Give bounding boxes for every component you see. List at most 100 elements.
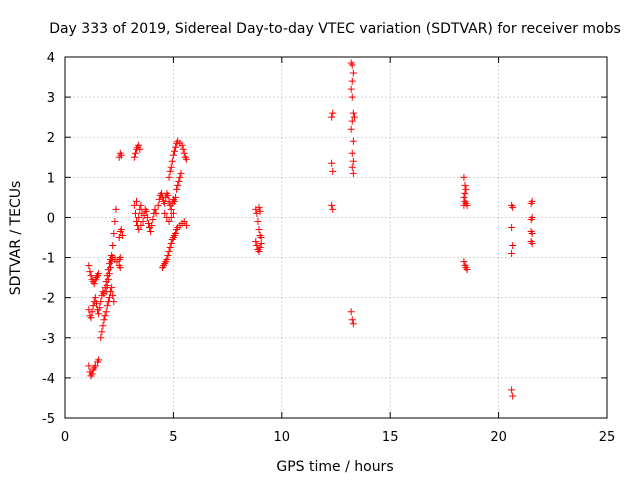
data-point [178, 141, 186, 149]
data-points [85, 59, 536, 400]
data-point [133, 217, 141, 225]
data-point [164, 191, 172, 199]
y-tick-label: 1 [47, 171, 55, 186]
plot-frame [64, 56, 608, 419]
data-point [136, 145, 144, 153]
data-point [95, 356, 103, 364]
data-point [154, 201, 162, 209]
data-point [92, 300, 100, 308]
data-point [257, 234, 265, 241]
data-point [135, 213, 143, 221]
data-point [112, 205, 120, 213]
data-point [509, 392, 517, 400]
data-point [116, 254, 124, 262]
x-tick-label: 25 [599, 430, 616, 445]
data-point [180, 217, 188, 225]
data-point [148, 221, 156, 229]
data-point [179, 145, 187, 153]
data-point [349, 169, 357, 177]
data-point [169, 151, 177, 159]
data-point [101, 312, 109, 320]
data-point [100, 316, 108, 324]
data-point [152, 209, 160, 217]
data-point [103, 282, 111, 290]
data-point [107, 264, 115, 272]
data-point [175, 177, 183, 185]
data-point [133, 197, 141, 205]
y-tick-label: 3 [47, 91, 55, 106]
data-point [91, 362, 99, 370]
data-point [117, 225, 125, 233]
data-point [170, 147, 178, 155]
y-tick-label: 2 [47, 131, 55, 146]
data-point [170, 197, 178, 205]
data-point [96, 304, 104, 312]
data-point [97, 298, 105, 306]
data-point [143, 213, 151, 221]
data-point [349, 320, 357, 328]
data-point [166, 167, 174, 175]
data-point [163, 256, 171, 264]
data-point [169, 209, 177, 217]
data-point [460, 173, 468, 181]
data-point [142, 207, 150, 215]
data-point [509, 242, 517, 250]
data-point [98, 328, 106, 336]
grid [65, 57, 607, 418]
data-point [347, 125, 355, 133]
x-tick-label: 20 [490, 430, 507, 445]
data-point [102, 308, 110, 316]
data-point [461, 181, 469, 189]
data-point [110, 298, 118, 306]
data-point [166, 244, 174, 252]
data-point [463, 266, 471, 274]
data-point [172, 143, 180, 151]
data-point [172, 193, 180, 201]
data-point [130, 201, 138, 209]
y-tick-label: 4 [47, 51, 55, 66]
data-point [348, 61, 356, 69]
x-tick-label: 15 [382, 430, 399, 445]
data-point [349, 69, 357, 77]
data-point [139, 217, 147, 225]
data-point [95, 310, 103, 318]
data-point [103, 302, 111, 310]
data-point [180, 149, 188, 157]
data-point [151, 205, 159, 213]
data-point [173, 185, 181, 193]
data-point [167, 240, 175, 248]
data-point [86, 268, 94, 276]
x-tick-label: 10 [274, 430, 291, 445]
data-point [460, 193, 468, 201]
data-point [95, 270, 103, 278]
y-tick-label: -1 [42, 252, 55, 267]
data-point [182, 221, 190, 229]
data-point [349, 109, 357, 117]
data-point [149, 215, 157, 223]
data-point [135, 141, 143, 149]
data-point [111, 217, 119, 225]
data-point [88, 308, 96, 316]
x-tick-label: 0 [61, 430, 69, 445]
data-point [460, 258, 468, 266]
data-point [130, 153, 138, 161]
data-point [347, 85, 355, 93]
data-point [174, 181, 182, 189]
data-point [460, 201, 468, 209]
data-point [91, 294, 99, 302]
data-point [255, 225, 263, 233]
data-point [161, 199, 169, 207]
data-point [328, 113, 336, 121]
data-point [254, 217, 262, 225]
data-point [177, 169, 185, 177]
ticks: 0 5 10 15 20 25 -5 -4 -3 -2 -1 0 1 2 3 4 [42, 51, 615, 445]
data-point [329, 109, 337, 117]
y-tick-label: -4 [42, 372, 55, 387]
data-point [85, 262, 93, 270]
data-point [348, 77, 356, 85]
data-point [88, 370, 96, 378]
data-point [165, 217, 173, 225]
data-point [350, 113, 358, 121]
data-point [255, 203, 263, 211]
